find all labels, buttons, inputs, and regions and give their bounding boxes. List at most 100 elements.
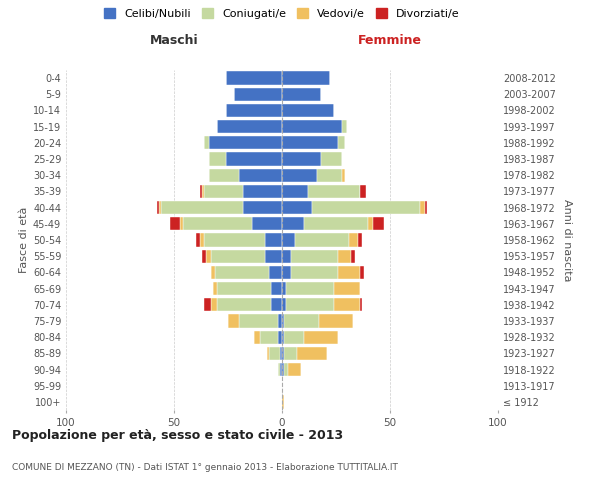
- Bar: [425, 201, 427, 214]
- Bar: [343, 168, 344, 182]
- Bar: [271, 282, 282, 295]
- Bar: [282, 217, 304, 230]
- Bar: [271, 298, 282, 312]
- Bar: [319, 314, 353, 328]
- Bar: [181, 217, 182, 230]
- Bar: [295, 234, 349, 246]
- Bar: [226, 152, 282, 166]
- Bar: [317, 168, 343, 182]
- Bar: [349, 234, 358, 246]
- Bar: [215, 266, 269, 279]
- Bar: [334, 298, 360, 312]
- Bar: [282, 104, 334, 117]
- Text: Femmine: Femmine: [358, 34, 422, 48]
- Bar: [290, 250, 338, 263]
- Bar: [211, 266, 215, 279]
- Bar: [228, 314, 239, 328]
- Bar: [200, 234, 204, 246]
- Bar: [254, 330, 260, 344]
- Bar: [209, 136, 282, 149]
- Bar: [282, 185, 308, 198]
- Bar: [265, 250, 282, 263]
- Bar: [282, 396, 284, 408]
- Bar: [351, 250, 355, 263]
- Bar: [360, 266, 364, 279]
- Bar: [338, 136, 344, 149]
- Text: COMUNE DI MEZZANO (TN) - Dati ISTAT 1° gennaio 2013 - Elaborazione TUTTITALIA.IT: COMUNE DI MEZZANO (TN) - Dati ISTAT 1° g…: [12, 464, 398, 472]
- Bar: [170, 217, 181, 230]
- Bar: [297, 346, 328, 360]
- Bar: [308, 185, 360, 198]
- Bar: [321, 152, 343, 166]
- Bar: [159, 201, 161, 214]
- Bar: [239, 314, 278, 328]
- Bar: [217, 298, 271, 312]
- Bar: [289, 363, 301, 376]
- Bar: [358, 234, 362, 246]
- Bar: [304, 217, 368, 230]
- Bar: [282, 120, 343, 134]
- Bar: [282, 298, 286, 312]
- Bar: [204, 136, 209, 149]
- Bar: [338, 250, 351, 263]
- Bar: [226, 104, 282, 117]
- Bar: [282, 201, 312, 214]
- Bar: [280, 346, 282, 360]
- Bar: [282, 168, 317, 182]
- Legend: Celibi/Nubili, Coniugati/e, Vedovi/e, Divorziati/e: Celibi/Nubili, Coniugati/e, Vedovi/e, Di…: [104, 8, 460, 19]
- Bar: [226, 72, 282, 85]
- Y-axis label: Anni di nascita: Anni di nascita: [562, 198, 572, 281]
- Bar: [265, 234, 282, 246]
- Bar: [334, 282, 360, 295]
- Bar: [282, 282, 286, 295]
- Bar: [209, 168, 239, 182]
- Bar: [282, 72, 329, 85]
- Bar: [343, 120, 347, 134]
- Bar: [284, 346, 297, 360]
- Bar: [282, 330, 284, 344]
- Bar: [269, 266, 282, 279]
- Bar: [182, 217, 252, 230]
- Bar: [286, 298, 334, 312]
- Bar: [235, 88, 282, 101]
- Bar: [304, 330, 338, 344]
- Bar: [312, 201, 420, 214]
- Bar: [202, 185, 204, 198]
- Bar: [213, 282, 217, 295]
- Bar: [278, 314, 282, 328]
- Bar: [211, 250, 265, 263]
- Bar: [204, 298, 211, 312]
- Bar: [211, 298, 217, 312]
- Text: Maschi: Maschi: [149, 34, 199, 48]
- Bar: [204, 185, 243, 198]
- Text: Popolazione per età, sesso e stato civile - 2013: Popolazione per età, sesso e stato civil…: [12, 430, 343, 442]
- Bar: [200, 185, 202, 198]
- Bar: [243, 185, 282, 198]
- Bar: [368, 217, 373, 230]
- Bar: [217, 282, 271, 295]
- Bar: [284, 330, 304, 344]
- Bar: [278, 330, 282, 344]
- Bar: [209, 152, 226, 166]
- Bar: [420, 201, 425, 214]
- Bar: [202, 250, 206, 263]
- Bar: [204, 234, 265, 246]
- Bar: [239, 168, 282, 182]
- Bar: [290, 266, 338, 279]
- Bar: [360, 298, 362, 312]
- Bar: [260, 330, 278, 344]
- Bar: [252, 217, 282, 230]
- Bar: [269, 346, 280, 360]
- Bar: [278, 363, 280, 376]
- Bar: [282, 250, 290, 263]
- Bar: [280, 363, 282, 376]
- Bar: [282, 314, 284, 328]
- Y-axis label: Fasce di età: Fasce di età: [19, 207, 29, 273]
- Bar: [282, 346, 284, 360]
- Bar: [267, 346, 269, 360]
- Bar: [286, 282, 334, 295]
- Bar: [243, 201, 282, 214]
- Bar: [157, 201, 159, 214]
- Bar: [338, 266, 360, 279]
- Bar: [161, 201, 243, 214]
